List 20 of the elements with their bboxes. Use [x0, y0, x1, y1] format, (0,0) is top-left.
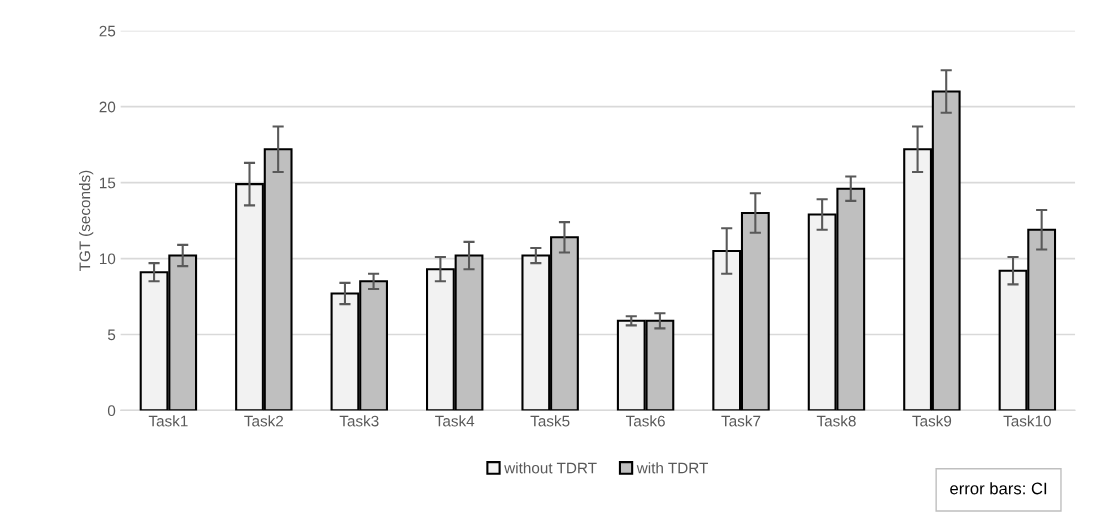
x-tick-label: Task3: [339, 415, 379, 427]
x-tick-label: Task7: [721, 415, 761, 427]
x-tick-label: Task4: [435, 415, 475, 427]
x-tick-label: Task2: [244, 415, 284, 427]
legend-label: without TDRT: [504, 462, 597, 474]
text: error bars: CI: [950, 482, 1047, 495]
legend-label: with TDRT: [636, 462, 709, 474]
x-tick-label: Task9: [912, 415, 952, 427]
x-tick-label: Task6: [625, 415, 665, 427]
y-tick-label: 5: [107, 329, 116, 341]
x-tick-label: Task1: [148, 415, 188, 427]
y-tick-label: 10: [99, 253, 116, 265]
x-tick-label: Task8: [816, 415, 856, 427]
y-tick-label: 0: [107, 405, 116, 417]
x-tick-label: Task10: [1003, 415, 1051, 427]
x-tick-label: Task5: [530, 415, 570, 427]
y-tick-label: 15: [99, 177, 116, 189]
y-tick-label: 25: [99, 25, 116, 37]
y-tick-label: 20: [99, 101, 116, 113]
y-axis-title: TGT (seconds): [79, 170, 94, 272]
